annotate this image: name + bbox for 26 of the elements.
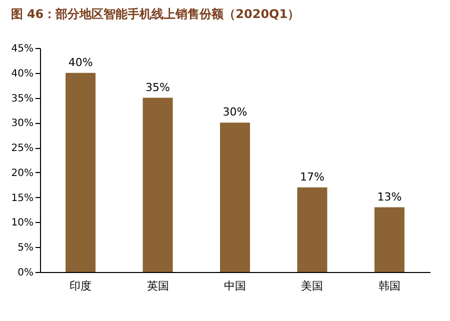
y-tick-label: 0% [18, 268, 34, 278]
x-tick-label: 英国 [146, 280, 169, 292]
bar [66, 72, 96, 272]
x-tick-label: 美国 [301, 280, 324, 292]
y-tick-label: 30% [11, 118, 34, 130]
data-label: 35% [146, 80, 170, 94]
chart-title: 图 46：部分地区智能手机线上销售份额（2020Q1） [10, 7, 300, 21]
x-tick-label: 印度 [70, 280, 92, 292]
y-tick-label: 5% [18, 242, 34, 254]
bar [220, 122, 250, 272]
bar [297, 187, 328, 272]
y-tick-label: 45% [11, 44, 34, 54]
bar [374, 207, 404, 272]
y-tick-label: 40% [11, 68, 34, 80]
data-label: 40% [68, 56, 93, 69]
y-tick-label: 20% [11, 168, 34, 179]
data-label: 13% [377, 190, 402, 204]
x-tick-label: 韩国 [378, 280, 400, 292]
bar [142, 98, 173, 272]
y-tick-label: 10% [11, 218, 34, 229]
data-label: 17% [300, 170, 324, 184]
y-tick-label: 25% [11, 143, 34, 154]
data-label: 30% [222, 106, 248, 119]
y-tick-label: 35% [11, 93, 34, 104]
y-tick-label: 15% [11, 192, 34, 204]
x-tick-label: 中国 [224, 280, 246, 292]
